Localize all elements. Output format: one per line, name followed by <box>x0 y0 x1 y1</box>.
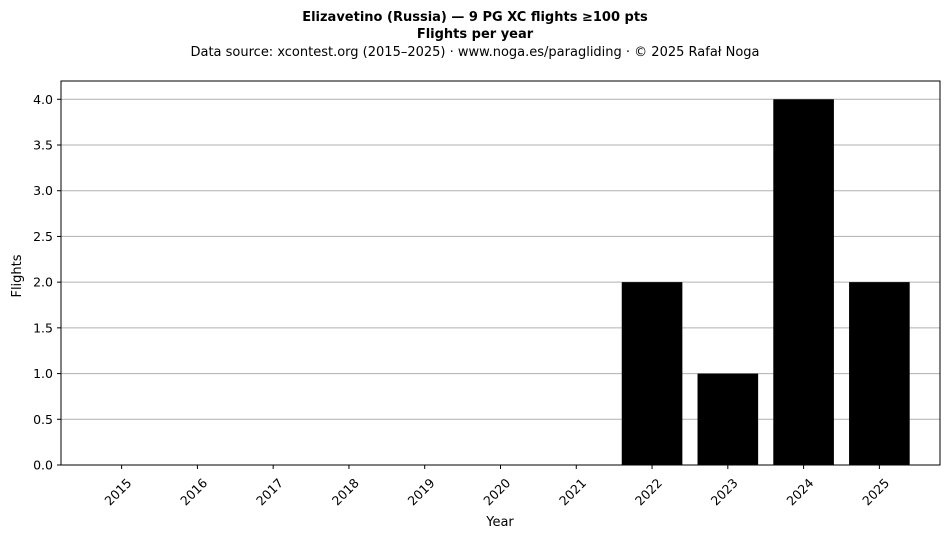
y-tick-label: 1.5 <box>33 320 53 335</box>
data-source-note: Data source: xcontest.org (2015–2025) · … <box>190 45 759 60</box>
x-axis-label: Year <box>485 515 514 530</box>
x-tick-label: 2024 <box>783 475 816 508</box>
y-tick-label: 0.0 <box>33 458 53 473</box>
bar-2024 <box>773 99 834 466</box>
x-tick-label: 2020 <box>480 475 513 508</box>
x-tick-label: 2025 <box>859 475 892 508</box>
chart-title: Elizavetino (Russia) — 9 PG XC flights ≥… <box>302 10 648 25</box>
y-tick-label: 2.0 <box>33 275 53 290</box>
bar-layer <box>621 99 910 466</box>
y-tick-label: 1.0 <box>33 366 53 381</box>
x-tick-label: 2022 <box>632 475 665 508</box>
y-tick-label: 2.5 <box>33 229 53 244</box>
y-tick-label: 0.5 <box>33 412 53 427</box>
y-tick-label: 4.0 <box>33 92 53 107</box>
y-axis-label: Flights <box>10 254 25 297</box>
x-axis: 2015 2016 2017 2018 2019 2020 2021 2022 2023 2024… <box>101 465 892 508</box>
x-tick-label: 2015 <box>101 475 134 508</box>
x-tick-label: 2019 <box>405 475 438 508</box>
bar-2025 <box>849 282 910 465</box>
chart-subtitle: Flights per year <box>417 27 534 42</box>
bar-2022 <box>621 282 683 465</box>
bar-2023 <box>697 373 759 465</box>
y-tick-label: 3.0 <box>33 183 53 198</box>
y-tick-label: 3.5 <box>33 138 53 153</box>
x-tick-label: 2021 <box>556 475 589 508</box>
x-tick-label: 2016 <box>177 475 210 508</box>
x-tick-label: 2018 <box>329 475 362 508</box>
grid-layer <box>61 98 940 466</box>
y-axis: 0.0 0.5 1.0 1.5 2.0 2.5 3.0 3.5 4.0 <box>33 92 61 473</box>
x-tick-label: 2017 <box>253 475 286 508</box>
x-tick-label: 2023 <box>708 475 741 508</box>
